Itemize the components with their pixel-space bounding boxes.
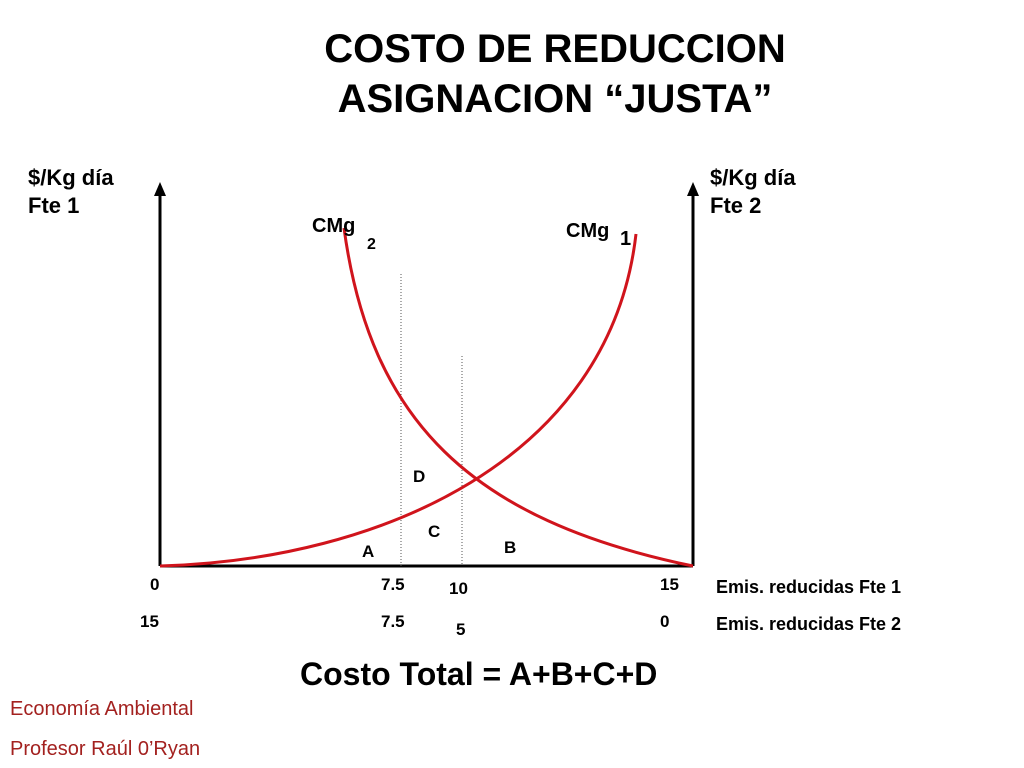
left-axis-arrow [154,182,166,196]
tick-fte2-0: 15 [140,612,159,631]
title-line-1: COSTO DE REDUCCION [324,27,786,71]
footer-course: Economía Ambiental [10,698,194,720]
left-axis-label-line-2: Fte 1 [28,193,80,218]
tick-fte1-0: 0 [150,575,160,594]
cmg2-curve [342,227,694,568]
area-label-d: D [413,467,426,486]
cmg2-label: CMg [312,215,355,238]
right-axis-arrow [687,182,699,196]
right-axis-label-line-1: $/Kg día [710,165,796,190]
right-axis-label: $/Kg día Fte 2 [710,164,796,220]
page-title: COSTO DE REDUCCION ASIGNACION “JUSTA” [230,24,880,124]
tick-fte2-3: 0 [660,612,670,631]
cmg2-subscript: 2 [367,236,376,253]
x-axis-title-fte2: Emis. reducidas Fte 2 [716,614,902,634]
tick-fte1-1: 7.5 [381,575,405,594]
cmg2-label-text: CMg [312,215,356,237]
cmg1-label: CMg [566,220,609,243]
right-axis-label-line-2: Fte 2 [710,193,762,218]
title-line-2: ASIGNACION “JUSTA” [337,77,773,121]
tick-fte2-1: 7.5 [381,612,405,631]
tick-fte1-2: 10 [449,579,468,598]
area-label-b: B [504,538,517,557]
cmg1-subscript: 1 [620,228,632,250]
x-axis-title-fte1: Emis. reducidas Fte 1 [716,577,902,597]
footer-professor: Profesor Raúl 0’Ryan [10,738,201,760]
cmg1-curve [159,233,638,568]
area-label-a: A [362,542,375,561]
left-axis-label-line-1: $/Kg día [28,165,114,190]
total-cost-formula: Costo Total = A+B+C+D [300,656,658,692]
left-axis-label: $/Kg día Fte 1 [28,164,114,220]
cmg1-label-text: CMg [566,220,610,242]
tick-fte2-2: 5 [456,620,466,639]
tick-fte1-3: 15 [660,575,679,594]
area-label-c: C [428,522,441,541]
